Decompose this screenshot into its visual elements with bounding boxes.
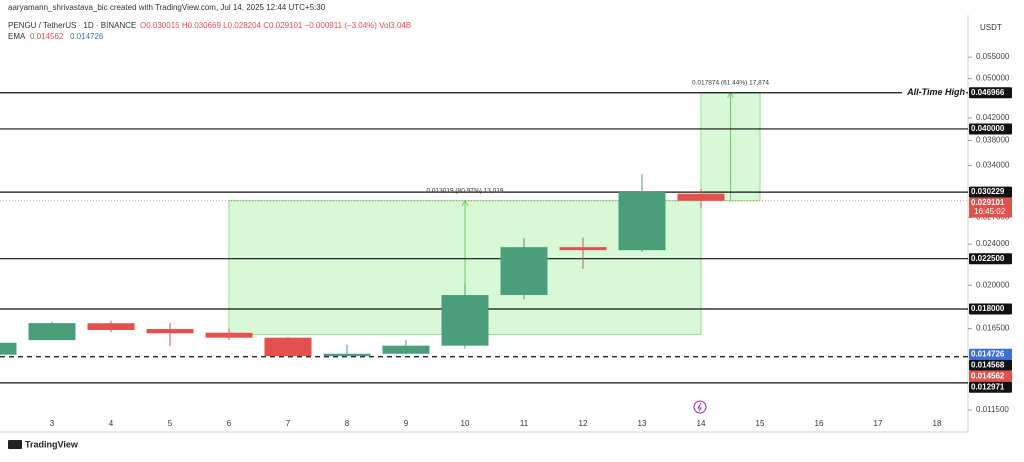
candle-body xyxy=(677,193,725,201)
x-tick-label: 3 xyxy=(50,419,55,428)
y-tick-label: 0.020000 xyxy=(976,280,1010,289)
logo: TradingView xyxy=(25,439,79,449)
price-label-box xyxy=(969,359,1012,371)
price-label-box xyxy=(969,123,1012,135)
currency: USDT xyxy=(980,23,1002,32)
price-label-box xyxy=(969,87,1012,99)
x-tick-label: 4 xyxy=(109,419,114,428)
candle-body xyxy=(146,329,194,334)
header-ohlc: O0.030015 H0.030669 L0.028204 C0.029101 … xyxy=(140,21,411,30)
x-tick-label: 8 xyxy=(345,419,350,428)
y-tick-label: 0.055000 xyxy=(976,52,1010,61)
x-tick-label: 7 xyxy=(286,419,291,428)
price-label-box xyxy=(969,381,1012,393)
candle-body xyxy=(323,353,371,357)
indicator-label: EMA xyxy=(8,32,26,41)
price-label: 0.014568 xyxy=(971,360,1005,369)
candle-body xyxy=(205,332,253,338)
x-tick-label: 17 xyxy=(874,419,883,428)
countdown: 16:45:02 xyxy=(974,207,1006,216)
candle-body xyxy=(500,247,548,296)
price-label-box xyxy=(969,186,1012,198)
y-tick-label: 0.024000 xyxy=(976,239,1010,248)
price-label: 0.040000 xyxy=(971,124,1005,133)
price-label: 0.046966 xyxy=(971,88,1005,97)
price-label: 0.014726 xyxy=(971,349,1005,358)
y-tick-label: 0.050000 xyxy=(976,74,1010,83)
price-label-box xyxy=(969,370,1012,382)
annotation-bg xyxy=(902,86,966,99)
price-label: 0.029101 xyxy=(971,198,1005,207)
x-tick-label: 6 xyxy=(227,419,232,428)
price-label: 0.012971 xyxy=(971,382,1005,391)
price-label-box xyxy=(969,348,1012,360)
price-label-box xyxy=(969,253,1012,265)
price-label: 0.014562 xyxy=(971,371,1005,380)
price-axis: 0.055000 0.050000 0.042000 0.038000 0.034000… xyxy=(968,52,1012,414)
annotation: All-Time High xyxy=(906,87,965,97)
x-tick-label: 5 xyxy=(168,419,173,428)
measure-label: 0.017874 (61.44%) 17,874 xyxy=(692,79,769,86)
y-tick-label: 0.042000 xyxy=(976,113,1010,122)
price-label: 0.022500 xyxy=(971,254,1005,263)
indicator-value: 0.014562 xyxy=(30,32,64,41)
y-tick-label: 0.016500 xyxy=(976,324,1010,333)
candle-body xyxy=(382,345,430,354)
candle-body xyxy=(28,323,76,341)
price-label: 0.030229 xyxy=(971,187,1005,196)
x-tick-label: 11 xyxy=(520,419,529,428)
price-label: 0.018000 xyxy=(971,304,1005,313)
y-tick-label: 0.011500 xyxy=(976,405,1009,414)
x-tick-label: 9 xyxy=(404,419,409,428)
price-label-box xyxy=(969,197,1012,218)
x-tick-label: 14 xyxy=(697,419,706,428)
x-tick-label: 16 xyxy=(815,419,824,428)
logo-mark xyxy=(8,440,22,449)
candle-body xyxy=(87,323,135,331)
candle-body xyxy=(441,295,489,346)
y-tick-label: 0.034000 xyxy=(976,161,1010,170)
x-tick-label: 10 xyxy=(461,419,470,428)
x-tick-label: 15 xyxy=(756,419,765,428)
candle-body xyxy=(0,342,17,355)
x-tick-label: 12 xyxy=(579,419,588,428)
candle-body xyxy=(264,337,312,357)
symbol: PENGU / TetherUS · 1D · BINANCE xyxy=(8,21,136,30)
pane xyxy=(0,86,968,384)
candle-body xyxy=(559,247,607,251)
y-tick-label: 0.038000 xyxy=(976,136,1010,145)
x-tick-label: 18 xyxy=(933,419,942,428)
measure-label: 0.013019 (80.97%) 13,019 xyxy=(427,187,504,194)
x-tick-label: 13 xyxy=(638,419,647,428)
price-label-box xyxy=(969,303,1012,315)
event-icon-bolt xyxy=(697,402,702,412)
candle-body xyxy=(618,192,666,251)
attribution: aaryamann_shrivastava_bic created with T… xyxy=(8,3,326,12)
event-icon xyxy=(693,400,707,414)
indicator-value: 0.014726 xyxy=(70,32,104,41)
